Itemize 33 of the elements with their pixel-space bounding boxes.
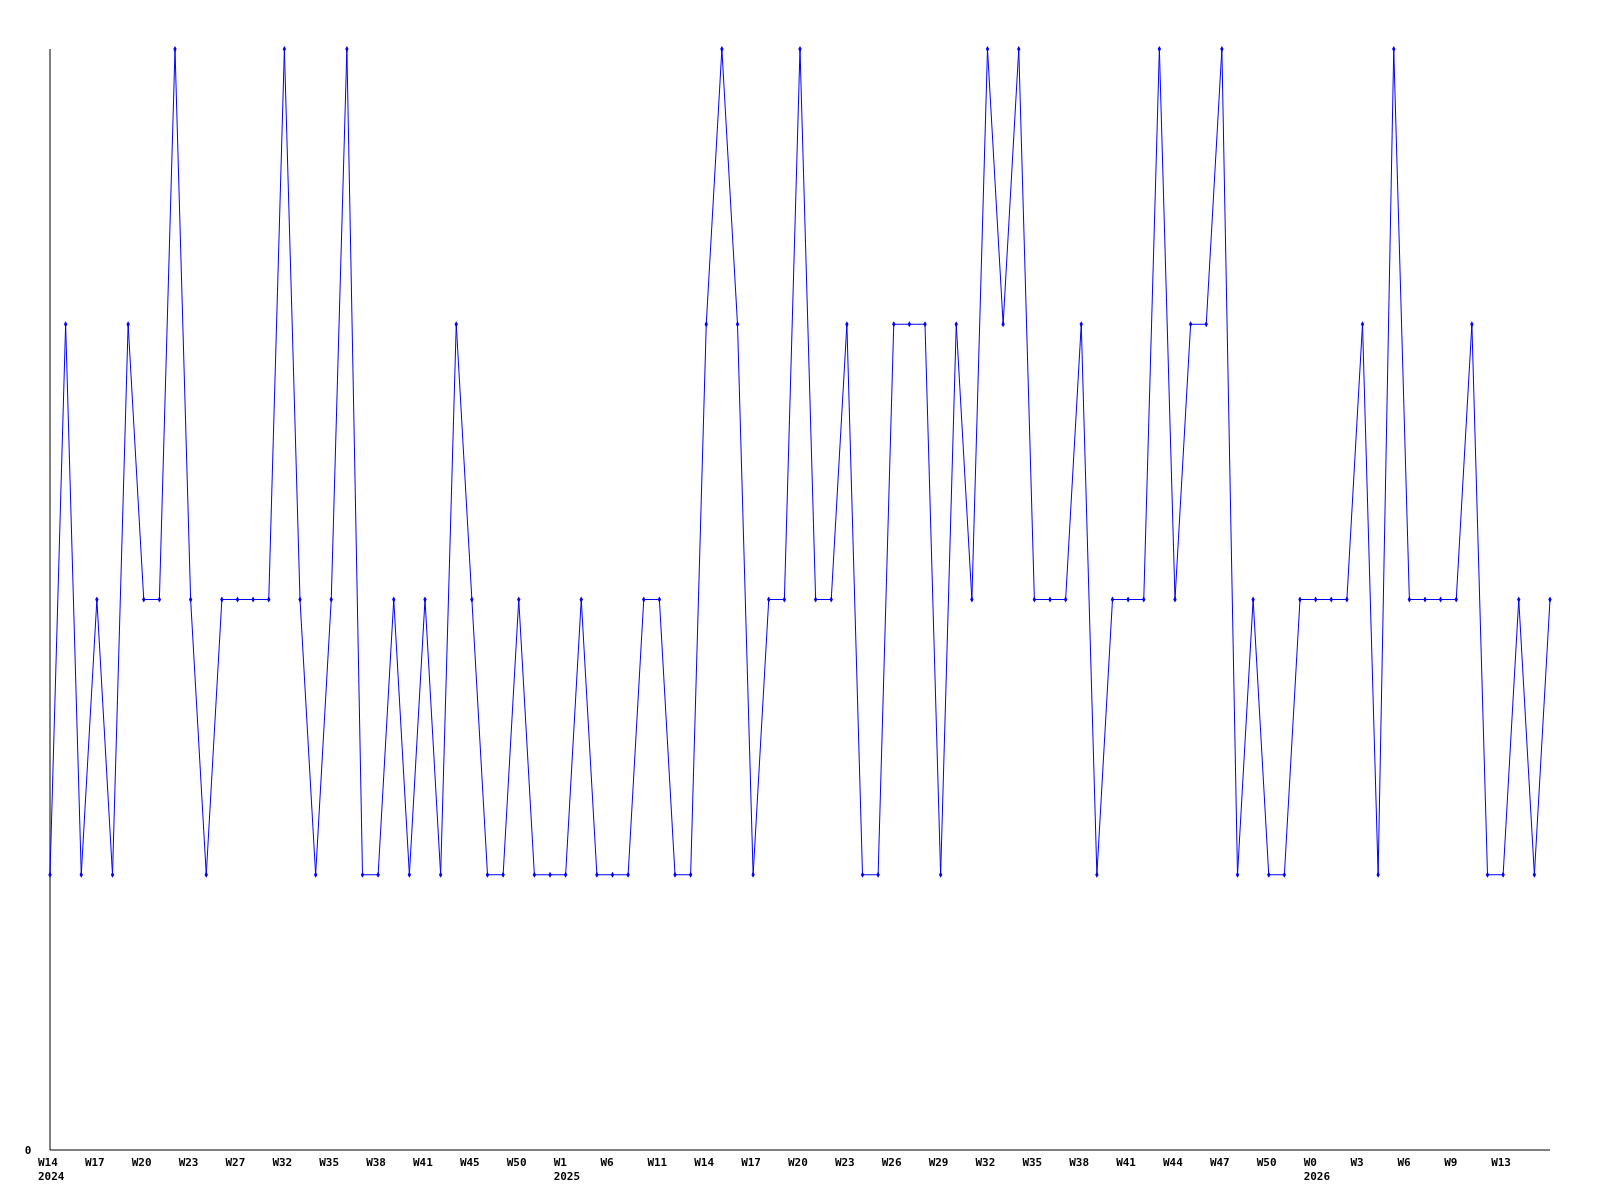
x-tick-label: W14 bbox=[694, 1156, 715, 1169]
x-tick-label: W32 bbox=[975, 1156, 996, 1169]
x-tick-label: W11 bbox=[647, 1156, 668, 1169]
x-tick-label: W20 bbox=[131, 1156, 152, 1169]
x-tick-label: W17 bbox=[741, 1156, 761, 1169]
x-tick-label: W9 bbox=[1444, 1156, 1458, 1169]
x-tick-label: W29 bbox=[928, 1156, 949, 1169]
x-tick-label: W3 bbox=[1350, 1156, 1364, 1169]
x-tick-label: W23 bbox=[178, 1156, 199, 1169]
x-tick-label: W35 bbox=[319, 1156, 340, 1169]
x-tick-label: W41 bbox=[413, 1156, 434, 1169]
x-tick-label: W1 2025 bbox=[553, 1156, 581, 1183]
x-tick-label: W45 bbox=[459, 1156, 480, 1169]
x-tick-label: W38 bbox=[366, 1156, 386, 1169]
x-tick-label: W38 bbox=[1069, 1156, 1090, 1169]
x-tick-label: W17 bbox=[84, 1156, 105, 1169]
x-tick-label: W27 bbox=[225, 1156, 246, 1169]
x-tick-label: W23 bbox=[834, 1156, 855, 1169]
x-tick-label: W26 bbox=[881, 1156, 902, 1169]
x-tick-label: W44 bbox=[1163, 1156, 1184, 1169]
x-tick-label: W14 2024 bbox=[38, 1156, 65, 1183]
x-tick-label: W6 bbox=[600, 1156, 615, 1169]
x-tick-label: W20 bbox=[788, 1156, 808, 1169]
x-tick-label: W47 bbox=[1209, 1156, 1230, 1169]
x-tick-label: W32 bbox=[272, 1156, 293, 1169]
x-tick-label: W50 bbox=[506, 1156, 527, 1169]
x-tick-label: W13 bbox=[1491, 1156, 1511, 1169]
text: 0 bbox=[24, 1144, 32, 1157]
x-tick-label: W6 bbox=[1397, 1156, 1411, 1169]
x-tick-label: W41 bbox=[1116, 1156, 1137, 1169]
x-tick-label: W0 2026 bbox=[1303, 1156, 1331, 1183]
x-tick-label: W50 bbox=[1256, 1156, 1277, 1169]
x-tick-label: W35 bbox=[1022, 1156, 1043, 1169]
